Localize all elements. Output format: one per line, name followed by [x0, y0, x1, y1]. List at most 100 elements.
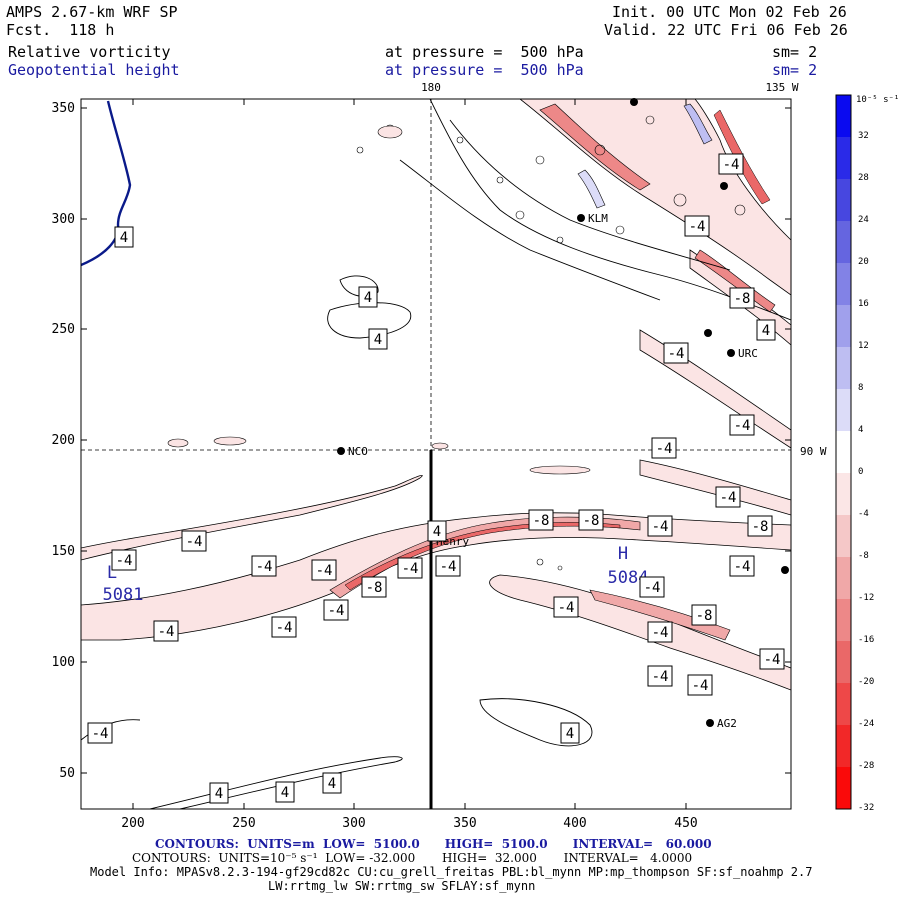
contour-label-positive-box — [275, 781, 295, 803]
contour-label-negative-box — [578, 509, 604, 531]
colorbar-swatch — [836, 473, 851, 515]
contour-label-negative: -4 — [734, 559, 751, 575]
contour-label-negative: -4 — [656, 441, 673, 457]
station-marker — [720, 182, 728, 190]
pos-contour-south — [149, 756, 403, 809]
contour-label-negative-box — [687, 674, 713, 696]
contour-label-negative: -4 — [720, 490, 737, 506]
contour-label-positive: 4 — [374, 332, 382, 348]
station-marker — [577, 214, 585, 222]
x-tick-label: 300 — [342, 816, 365, 831]
footer-contours-vorticity: CONTOURS: UNITS=10⁻⁵ s⁻¹ LOW= -32.000 HI… — [132, 851, 693, 865]
footer-contours-geopotential: CONTOURS: UNITS=m LOW= 5100.0 HIGH= 5100… — [155, 837, 712, 851]
contour-label-negative-box — [747, 515, 773, 537]
colorbar-label: -28 — [858, 761, 874, 771]
vorticity-band-west — [81, 474, 423, 561]
contour-label-negative-box — [639, 576, 665, 598]
station-marker — [630, 98, 638, 106]
colorbar-swatch — [836, 221, 851, 263]
colorbar-swatch — [836, 599, 851, 641]
colorbar-frame — [835, 94, 852, 810]
contour-label-positive: 4 — [364, 290, 372, 306]
contour-label-negative: -4 — [734, 418, 751, 434]
pos-contour-north — [429, 99, 791, 321]
contour-labels: -4 -4 -4 -4 -4 -4 -8 -4 -4 -4 -8 -8 -4 -4 -8 -4 -4 -4 -8 -4… — [87, 153, 785, 804]
contour-label-negative: -4 — [402, 561, 419, 577]
contour-label-positive-box — [209, 782, 229, 804]
colorbar-swatch — [836, 431, 851, 473]
contour-label-positive: 4 — [328, 776, 336, 792]
station-marker — [781, 566, 789, 574]
colorbar-swatch — [836, 95, 851, 137]
colorbar-swatch — [836, 641, 851, 683]
lon-label-90w: 90 W — [800, 445, 827, 458]
geopotential-5100-contour — [81, 100, 132, 267]
footer-model-info: Model Info: MPASv8.2.3-194-gf29cd82c CU:… — [90, 865, 813, 879]
contour-label-positive: 4 — [566, 726, 574, 742]
station-label-klm: KLM — [588, 212, 608, 225]
forecast-hour: Fcst. 118 h — [6, 21, 115, 39]
contour-label-negative-box — [718, 153, 744, 175]
contour-label-negative-box — [181, 530, 207, 552]
contour-label-negative-box — [759, 648, 785, 670]
contour-label-positive-box — [427, 520, 447, 542]
contour-label-negative-box — [87, 722, 113, 744]
contour-label-negative: -4 — [652, 669, 669, 685]
contour-label-positive: 4 — [120, 230, 128, 246]
axis-ticks — [81, 99, 791, 809]
vorticity-ne-core — [539, 103, 651, 191]
init-time: Init. 00 UTC Mon 02 Feb 26 — [612, 3, 847, 21]
valid-time: Valid. 22 UTC Fri 06 Feb 26 — [604, 21, 848, 39]
contour-label-negative-box — [251, 555, 277, 577]
colorbar-label: 12 — [858, 341, 869, 351]
plot-frame — [80, 98, 792, 810]
contour-label-negative: -4 — [652, 519, 669, 535]
colorbar-swatch — [836, 683, 851, 725]
x-tick-label: 200 — [121, 816, 144, 831]
contour-label-negative-box — [729, 287, 755, 309]
low-center-value: 5081 — [103, 585, 144, 605]
colorbar-label: -32 — [858, 803, 874, 813]
y-tick-label: 200 — [52, 433, 75, 448]
contour-label-negative-box — [553, 596, 579, 618]
station-marker — [727, 349, 735, 357]
contour-label-positive: 4 — [762, 323, 770, 339]
contour-label-negative-box — [647, 621, 673, 643]
colorbar-swatch — [836, 515, 851, 557]
colorbar-swatch — [836, 347, 851, 389]
contour-label-negative-box — [323, 599, 349, 621]
contour-label-negative-box — [647, 515, 673, 537]
contour-label-negative-box — [361, 576, 387, 598]
contour-label-negative-box — [111, 549, 137, 571]
contour-label-negative-box — [647, 665, 673, 687]
contour-label-negative: -4 — [764, 652, 781, 668]
colorbar-swatch — [836, 305, 851, 347]
contour-label-negative: -8 — [696, 608, 713, 624]
high-center-value: 5084 — [608, 568, 649, 588]
contour-label-negative: -4 — [723, 157, 740, 173]
contour-label-negative: -4 — [668, 346, 685, 362]
contour-label-negative-box — [271, 616, 297, 638]
contour-label-negative: -4 — [328, 603, 345, 619]
colorbar-label: -12 — [858, 593, 874, 603]
contour-label-negative-box — [691, 604, 717, 626]
x-tick-label: 450 — [674, 816, 697, 831]
contour-label-positive-box — [114, 226, 134, 248]
colorbar-swatch — [836, 137, 851, 179]
x-tick-label: 350 — [453, 816, 476, 831]
colorbar-label: -24 — [858, 719, 874, 729]
station-marker — [706, 719, 714, 727]
vorticity-band-south2 — [589, 589, 731, 641]
y-tick-label: 50 — [59, 766, 75, 781]
contour-label-positive-box — [560, 722, 580, 744]
pos-contour-south-blob — [479, 698, 593, 747]
contour-label-negative: -4 — [276, 620, 293, 636]
y-tick-label: 350 — [52, 101, 75, 116]
y-tick-label: 300 — [52, 212, 75, 227]
contour-label-negative-box — [153, 620, 179, 642]
contour-label-negative-box — [715, 486, 741, 508]
contour-label-negative: -4 — [644, 580, 661, 596]
colorbar-swatch — [836, 263, 851, 305]
colorbar-label: 32 — [858, 131, 869, 141]
field2-level: at pressure = 500 hPa — [385, 61, 584, 79]
